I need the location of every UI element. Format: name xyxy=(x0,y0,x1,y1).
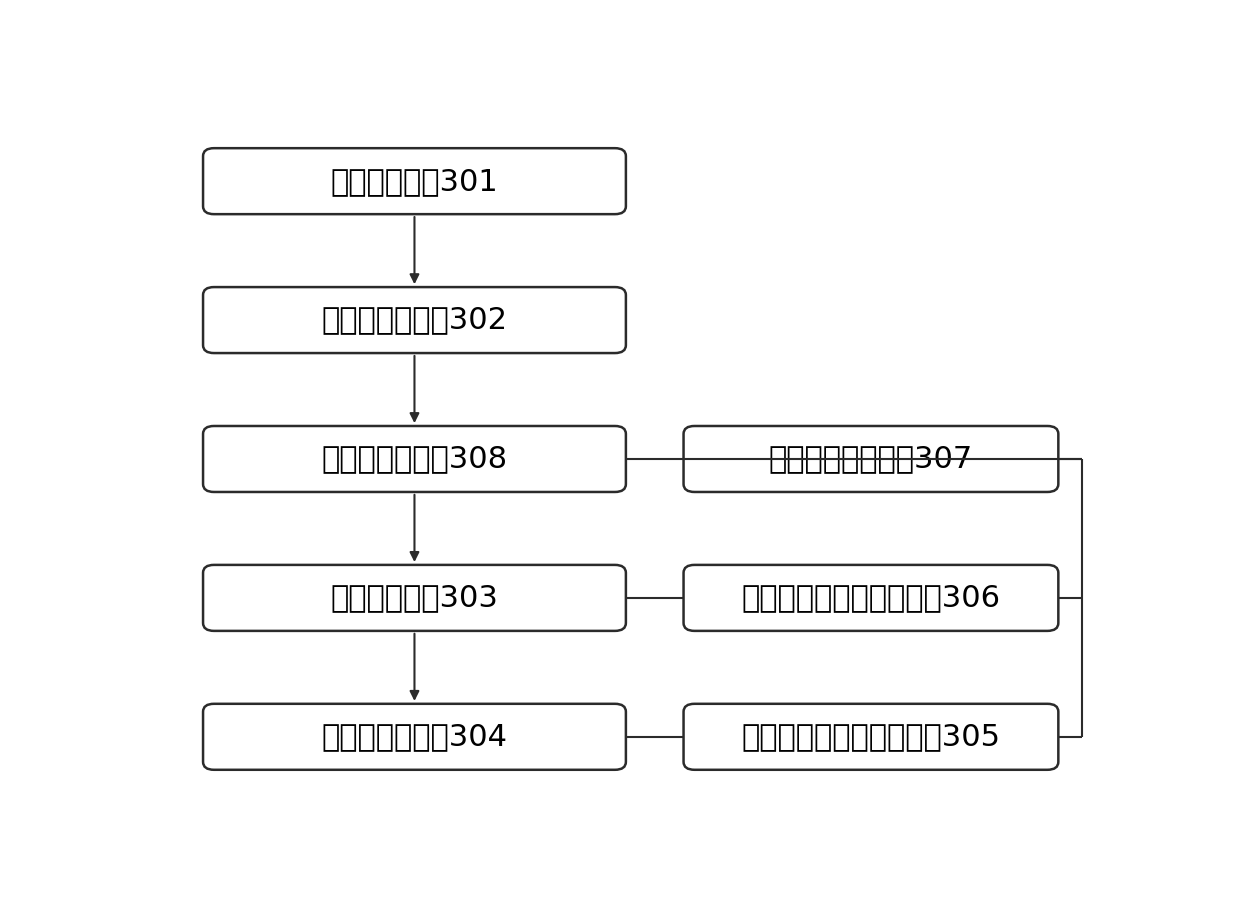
FancyBboxPatch shape xyxy=(683,565,1059,630)
Text: 信号滤波单元301: 信号滤波单元301 xyxy=(331,167,498,196)
Text: 信号预处理单元308: 信号预处理单元308 xyxy=(321,445,507,474)
FancyBboxPatch shape xyxy=(203,287,626,353)
FancyBboxPatch shape xyxy=(203,148,626,214)
FancyBboxPatch shape xyxy=(203,426,626,492)
Text: 第一平均波峰值计算单元305: 第一平均波峰值计算单元305 xyxy=(742,723,1001,751)
Text: 信号段划分单元302: 信号段划分单元302 xyxy=(321,306,507,335)
FancyBboxPatch shape xyxy=(683,426,1059,492)
Text: 第二平均波峰值计算单元306: 第二平均波峰值计算单元306 xyxy=(742,584,1001,612)
Text: 误差阈值判断单元307: 误差阈值判断单元307 xyxy=(769,445,973,474)
Text: 波峰值提取单元304: 波峰值提取单元304 xyxy=(321,723,507,751)
FancyBboxPatch shape xyxy=(203,704,626,769)
FancyBboxPatch shape xyxy=(203,565,626,630)
Text: 信号叠加单元303: 信号叠加单元303 xyxy=(331,584,498,612)
FancyBboxPatch shape xyxy=(683,704,1059,769)
